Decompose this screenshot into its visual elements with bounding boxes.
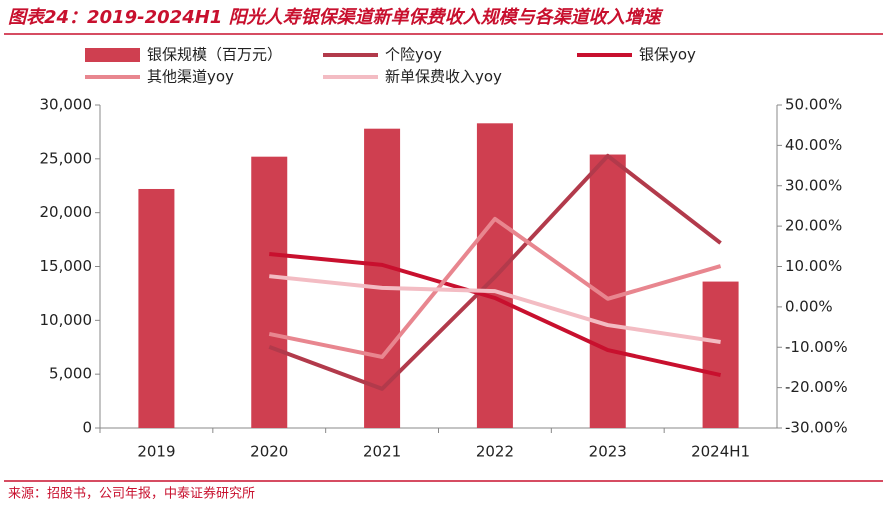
source: 来源：招股书，公司年报，中泰证券研究所 (8, 486, 255, 502)
y2-tick-label: 0.00% (785, 297, 833, 315)
y2-tick-label: -20.00% (785, 378, 848, 396)
y2-tick-label: -30.00% (785, 419, 848, 437)
bar (702, 281, 739, 428)
y-tick-label: 30,000 (40, 96, 93, 114)
x-tick-label: 2019 (137, 443, 175, 461)
y-tick-label: 25,000 (40, 149, 93, 167)
bar (138, 188, 175, 428)
legend-label: 个险yoy (385, 46, 442, 64)
y-tick-label: 10,000 (40, 311, 93, 329)
x-tick-label: 2023 (589, 443, 627, 461)
x-tick-label: 2021 (363, 443, 401, 461)
bar (251, 156, 288, 428)
legend-label: 银保yoy (639, 46, 696, 64)
line (269, 274, 721, 344)
y2-tick-label: 10.00% (785, 257, 842, 275)
y2-tick-label: 50.00% (785, 96, 842, 114)
legend-label: 银保规模（百万元） (147, 46, 282, 64)
line (269, 251, 722, 378)
y2-tick-label: 30.00% (785, 176, 842, 194)
y-tick-label: 20,000 (40, 203, 93, 221)
y2-tick-label: -10.00% (785, 338, 848, 356)
legend-swatch (85, 48, 140, 62)
chart-title: 图表24：2019-2024H1 阳光人寿银保渠道新单保费收入规模与各渠道收入增… (8, 7, 664, 28)
legend-label: 新单保费收入yoy (385, 68, 502, 86)
x-tick-label: 2024H1 (691, 443, 750, 461)
y-tick-label: 15,000 (40, 257, 93, 275)
line (268, 153, 722, 391)
y2-tick-label: 20.00% (785, 217, 842, 235)
y-tick-label: 5,000 (49, 365, 92, 383)
x-tick-label: 2020 (250, 443, 288, 461)
legend-label: 其他渠道yoy (147, 68, 234, 86)
y-tick-label: 0 (82, 419, 92, 437)
line (268, 216, 722, 359)
y2-tick-label: 40.00% (785, 136, 842, 154)
x-tick-label: 2022 (476, 443, 514, 461)
